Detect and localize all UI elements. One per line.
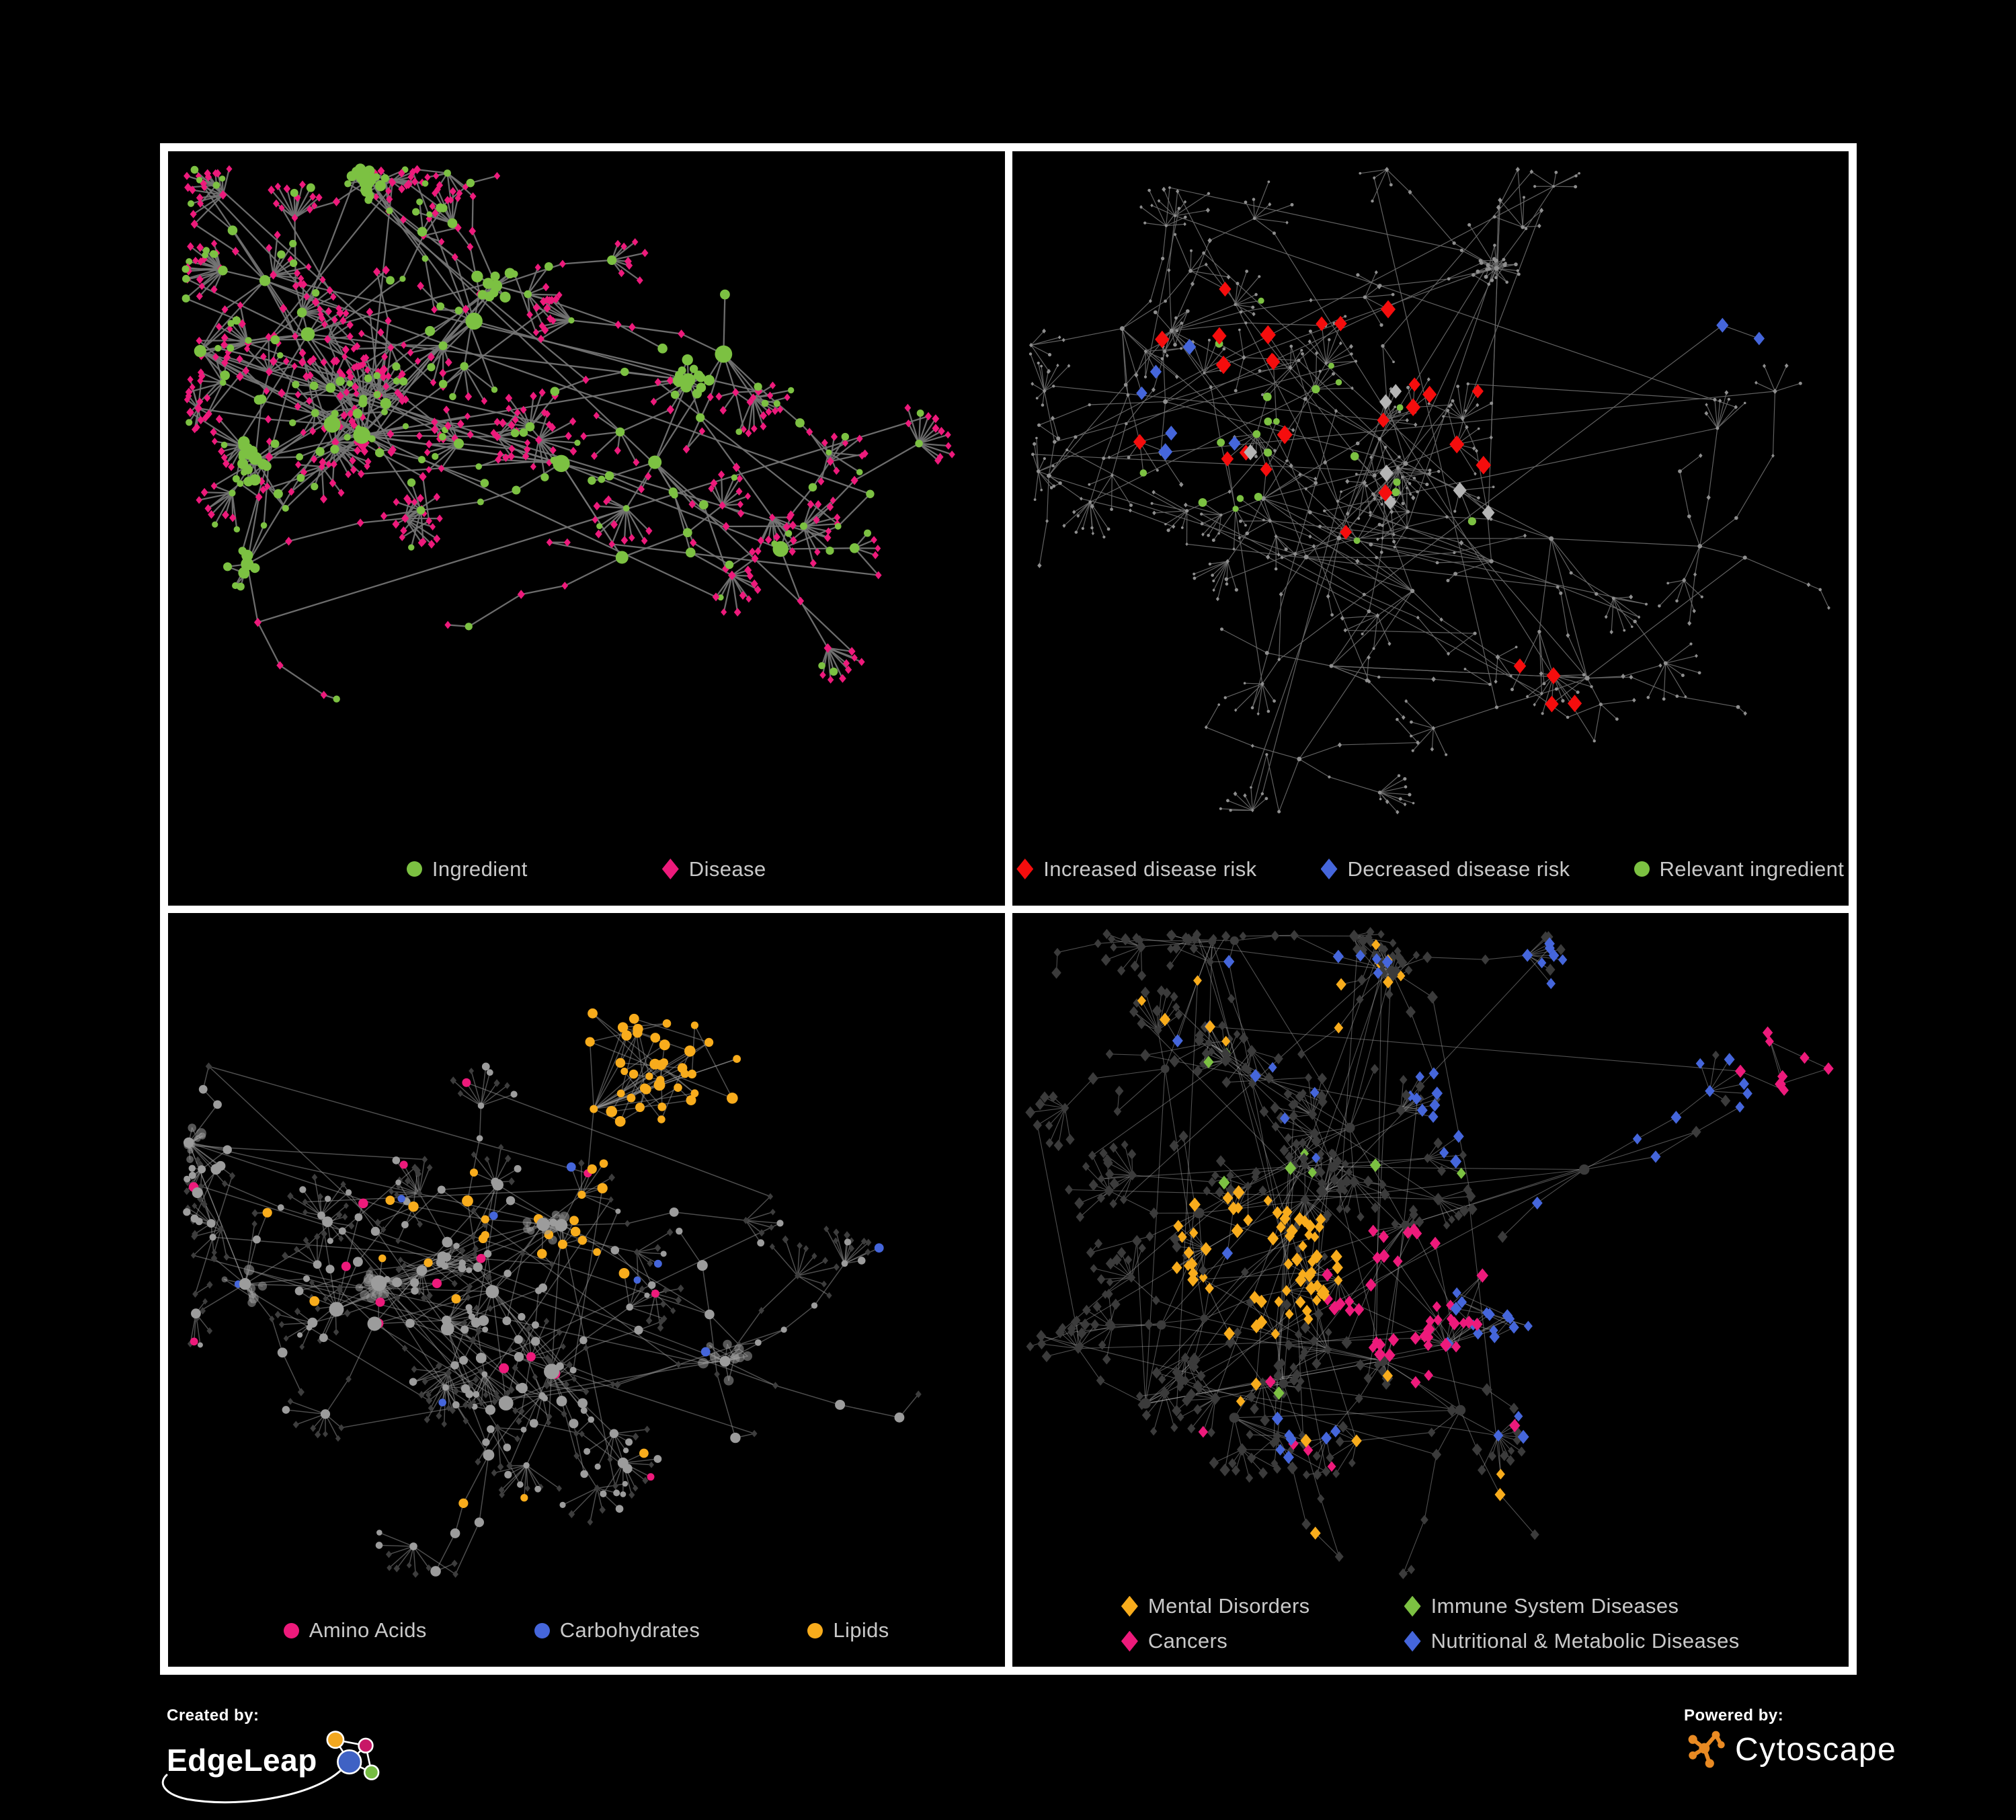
legend-label: Carbohydrates [559,1618,700,1642]
diamond-marker-icon [1121,1595,1138,1617]
circle-marker-icon [534,1622,550,1638]
diamond-marker-icon [1320,859,1338,879]
panel-ingredient-disease: Ingredient Disease [168,151,1005,906]
cytoscape-wordmark: Cytoscape [1735,1732,1897,1768]
network-disease-categories [1024,926,1834,1579]
diamond-marker-icon [1016,859,1034,879]
legend-item: Decreased disease risk [1320,857,1570,881]
powered-by-label: Powered by: [1684,1706,1784,1725]
legend-label: Disease [688,857,766,881]
legend-item: Relevant ingredient [1634,857,1845,881]
legend-disease-categories: Mental Disorders Immune System Diseases Ca… [1012,1594,1849,1653]
edgeleap-brand-row: EdgeLeap [161,1728,383,1804]
legend-item: Increased disease risk [1016,857,1256,881]
network-compound-classes [183,1008,922,1578]
circle-marker-icon [807,1622,823,1638]
legend-label: Cancers [1147,1629,1228,1653]
cytoscape-logo-icon [1688,1731,1725,1768]
cytoscape-credit: Powered by: Cytoscape [1684,1706,1896,1772]
edgeleap-credit: Created by: EdgeLeap [161,1706,383,1804]
legend-label: Increased disease risk [1043,857,1257,881]
cytoscape-brand-row: Cytoscape [1684,1728,1896,1772]
panel-grid: Ingredient Disease Increased disease risk… [160,143,1857,1675]
legend-item: Lipids [807,1618,889,1643]
diamond-marker-icon [1404,1595,1421,1617]
legend-item: Carbohydrates [534,1618,700,1643]
legend-label: Ingredient [432,857,528,881]
legend-label: Lipids [833,1618,889,1642]
diamond-marker-icon [1121,1630,1138,1652]
edgeleap-logo-icon [326,1731,380,1780]
legend-disease-risk: Increased disease risk Decreased disease … [1012,857,1849,881]
network-disease-risk [1029,167,1830,815]
panel-disease-risk: Increased disease risk Decreased disease … [1012,151,1849,906]
legend-label: Amino Acids [309,1618,427,1642]
legend-item: Nutritional & Metabolic Diseases [1404,1629,1740,1653]
legend-label: Immune System Diseases [1430,1594,1679,1618]
network-ingredient-disease [182,163,955,703]
legend-item: Disease [661,857,766,881]
legend-item: Immune System Diseases [1404,1594,1679,1618]
edgeleap-wordmark: EdgeLeap [167,1743,317,1778]
legend-compound-classes: Amino Acids Carbohydrates Lipids [168,1618,1005,1643]
legend-label: Nutritional & Metabolic Diseases [1430,1629,1740,1653]
legend-label: Relevant ingredient [1659,857,1845,881]
legend-label: Mental Disorders [1147,1594,1310,1618]
legend-item: Mental Disorders [1121,1594,1310,1618]
legend-item: Amino Acids [283,1618,427,1643]
legend-item: Cancers [1121,1629,1227,1653]
diamond-marker-icon [1404,1630,1421,1652]
panel-compound-classes: Amino Acids Carbohydrates Lipids [168,912,1005,1667]
legend-label: Decreased disease risk [1347,857,1570,881]
created-by-label: Created by: [167,1706,259,1725]
diamond-marker-icon [661,859,679,879]
circle-marker-icon [283,1622,299,1638]
panel-disease-categories: Mental Disorders Immune System Diseases Ca… [1012,912,1849,1667]
legend-ingredient-disease: Ingredient Disease [168,857,1005,881]
circle-marker-icon [1634,861,1650,877]
circle-marker-icon [406,861,422,877]
legend-item: Ingredient [406,857,528,881]
